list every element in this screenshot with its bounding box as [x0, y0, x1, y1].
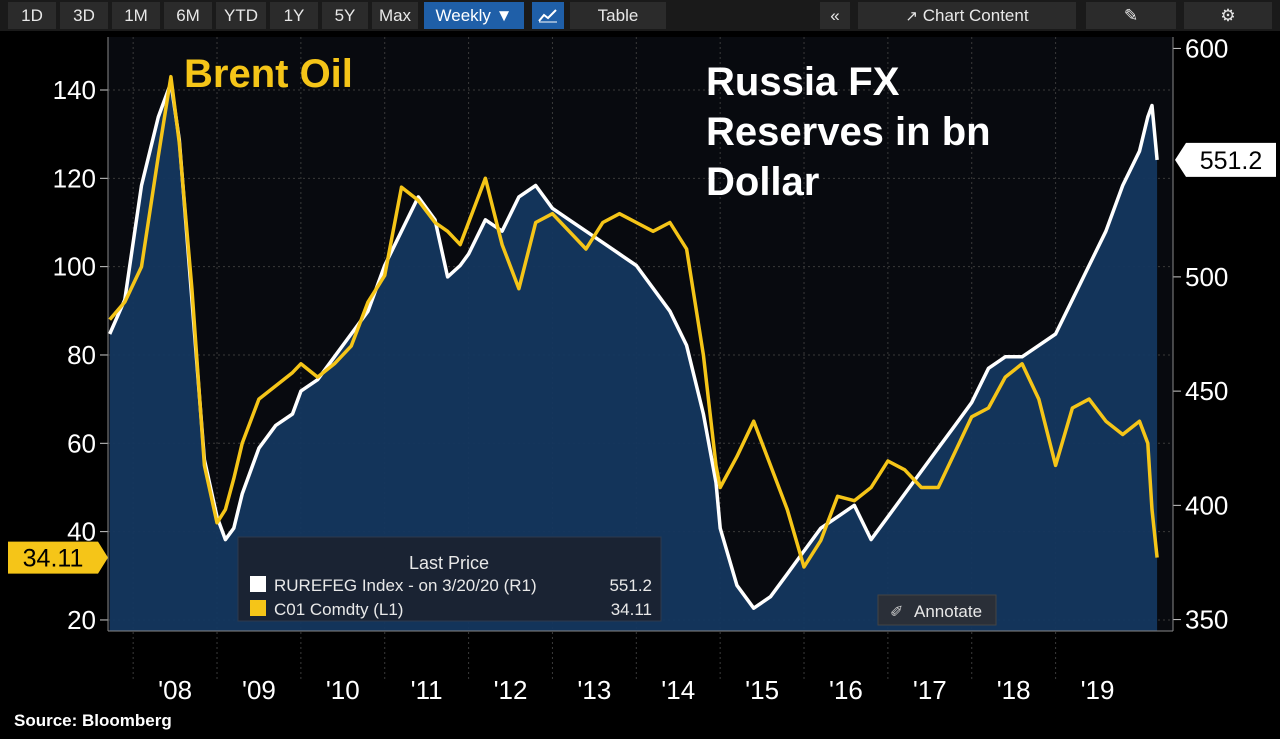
reserves-area-fill: [109, 82, 1158, 631]
legend-entry-name: C01 Comdty (L1): [274, 600, 403, 619]
oil-title: Brent Oil: [184, 52, 353, 96]
legend-swatch: [250, 600, 266, 616]
annotate-label: Annotate: [914, 602, 982, 621]
left-tick-label: 140: [53, 75, 96, 105]
chart: '08 '09 '10 '11 '12 '13 '14 '15 '16 '17 '18 '19 20 40…: [8, 33, 1276, 705]
oil-last-value-tag: [8, 541, 108, 574]
legend-entry-value: 34.11: [611, 600, 652, 619]
settings-button[interactable]: ⚙: [1184, 2, 1272, 29]
x-tick-label: '13: [577, 675, 611, 705]
right-tick-label: 600: [1185, 33, 1228, 63]
line-chart-button[interactable]: [532, 2, 564, 29]
x-tick-label: '18: [997, 675, 1031, 705]
reserves-area: [109, 82, 1158, 631]
range-button-ytd[interactable]: YTD: [216, 2, 266, 29]
range-button-1m[interactable]: 1M: [112, 2, 160, 29]
collapse-button[interactable]: «: [820, 2, 850, 29]
x-tick-label: '19: [1081, 675, 1115, 705]
x-tick-label: '14: [661, 675, 695, 705]
legend-title: Last Price: [409, 553, 489, 573]
x-tick-label: '15: [745, 675, 779, 705]
chart-content-button[interactable]: ↗ Chart Content: [858, 2, 1076, 29]
x-tick-label: '17: [913, 675, 947, 705]
reserves-title-line: Dollar: [706, 160, 819, 204]
left-tick-label: 20: [67, 605, 96, 635]
reserves-last-value-tag: [1175, 142, 1276, 177]
left-tick-label: 120: [53, 163, 96, 193]
left-tick-label: 60: [67, 428, 96, 458]
range-button-max[interactable]: Max: [372, 2, 418, 29]
range-button-1d[interactable]: 1D: [8, 2, 56, 29]
line-chart-icon: [538, 9, 557, 23]
reserves-last-value: 551.2: [1200, 147, 1263, 175]
oil-last-value: 34.11: [23, 545, 84, 573]
x-tick-label: '09: [242, 675, 276, 705]
oil-line: [108, 74, 1159, 569]
legend-entry-name: RUREFEG Index - on 3/20/20 (R1): [274, 576, 537, 595]
legend-entry-value: 551.2: [609, 576, 652, 595]
range-button-5y[interactable]: 5Y: [322, 2, 368, 29]
left-tick-label: 100: [53, 252, 96, 282]
right-tick-label: 350: [1185, 605, 1228, 635]
series-lines: [108, 74, 1159, 610]
left-tick-label: 80: [67, 340, 96, 370]
x-tick-label: '08: [158, 675, 192, 705]
left-tick-label: 40: [67, 517, 96, 547]
reserves-line: [108, 80, 1159, 610]
legend: Last Price RUREFEG Index - on 3/20/20 (R1…: [237, 536, 997, 626]
chart-toolbar: 1D 3D 1M 6M YTD 1Y 5Y Max Weekly ▼ Table « ↗ Chart …: [0, 0, 1280, 31]
legend-box: [237, 536, 662, 622]
x-tick-label: '11: [411, 675, 443, 705]
chart-labels: 34.11 551.2 Brent Oil Russia FX Reserves in …: [8, 52, 1276, 574]
table-button[interactable]: Table: [570, 2, 666, 29]
x-tick-label: '16: [829, 675, 863, 705]
range-button-1y[interactable]: 1Y: [270, 2, 318, 29]
right-tick-label: 500: [1185, 262, 1228, 292]
pencil-icon: ✐: [890, 604, 903, 621]
chart-content-label: Chart Content: [922, 6, 1029, 25]
chart-content-icon: ↗: [905, 8, 918, 25]
annotate-button[interactable]: ✐ Annotate: [877, 594, 997, 626]
legend-swatch: [250, 576, 266, 592]
x-tick-label: '12: [494, 675, 528, 705]
right-tick-label: 450: [1185, 376, 1228, 406]
reserves-title-line: Russia FX: [706, 60, 900, 104]
source-note: Source: Bloomberg: [14, 711, 172, 730]
right-tick-label: 400: [1185, 490, 1228, 520]
pencil-icon: ✎: [1123, 6, 1139, 25]
edit-button[interactable]: ✎: [1086, 2, 1176, 29]
interval-dropdown[interactable]: Weekly ▼: [424, 2, 524, 29]
annotate-button-bg: [877, 594, 997, 626]
range-button-3d[interactable]: 3D: [60, 2, 108, 29]
reserves-title-line: Reserves in bn: [706, 110, 991, 154]
range-button-6m[interactable]: 6M: [164, 2, 212, 29]
gear-icon: ⚙: [1220, 6, 1236, 25]
x-tick-label: '10: [326, 675, 360, 705]
axes: '08 '09 '10 '11 '12 '13 '14 '15 '16 '17 '18 '19 20 40…: [53, 33, 1229, 705]
